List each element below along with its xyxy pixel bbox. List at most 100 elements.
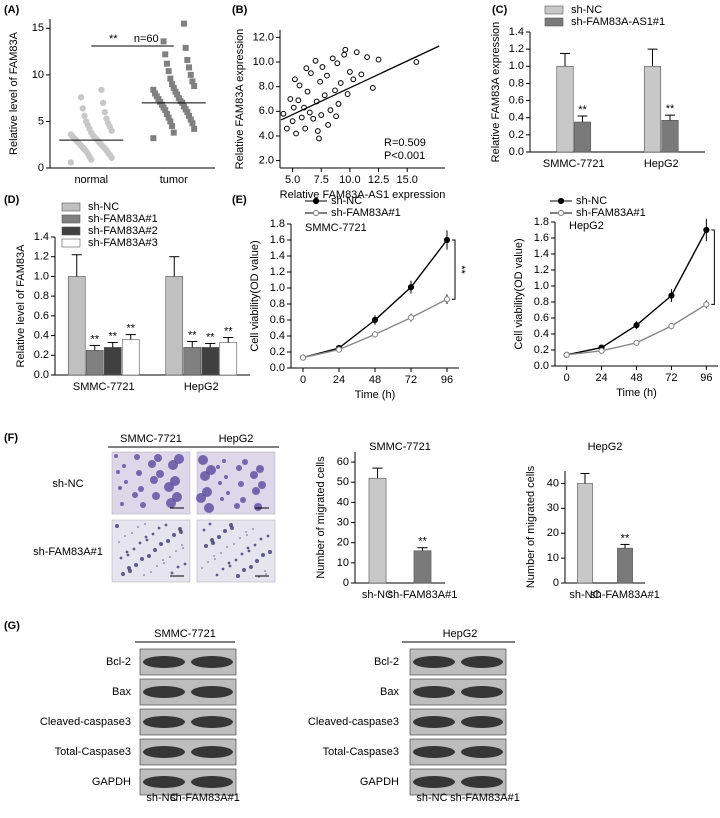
cell — [240, 497, 246, 503]
cell — [246, 546, 250, 550]
cell — [127, 566, 131, 570]
cell — [138, 541, 142, 545]
row-label: sh-NC — [52, 478, 83, 490]
cell — [253, 543, 257, 547]
panel-label: (F) — [4, 432, 18, 444]
blot-band — [413, 746, 455, 758]
data-point — [563, 351, 570, 358]
significance: ** — [109, 33, 118, 45]
cell — [175, 550, 177, 552]
cell — [154, 454, 162, 462]
cell — [125, 550, 129, 554]
data-point — [314, 128, 321, 134]
data-point — [170, 84, 177, 91]
cell — [258, 481, 266, 489]
data-point — [334, 60, 341, 67]
data-point — [310, 115, 317, 122]
x-tick-label: sh-FAM83A#1 — [388, 589, 458, 601]
x-tick-label: 72 — [665, 372, 677, 384]
data-point — [191, 83, 198, 90]
data-point — [316, 135, 322, 142]
data-point — [668, 322, 675, 330]
legend-label: sh-FAM83A-AS1#1 — [571, 16, 665, 28]
legend-label: sh-FAM83A#2 — [88, 225, 158, 237]
data-point — [308, 70, 314, 77]
blot-band — [413, 716, 455, 728]
data-point — [187, 116, 194, 123]
protein-label: Cleaved-caspase3 — [40, 716, 131, 728]
data-point — [150, 135, 157, 142]
data-point — [341, 51, 348, 58]
micrograph — [196, 519, 276, 583]
trend-line — [280, 45, 440, 121]
x-axis-label: Relative FAM83A-AS1 expression — [280, 189, 446, 201]
data-point — [332, 87, 338, 94]
x-tick-label: 0 — [300, 374, 306, 386]
cell — [162, 559, 164, 561]
legend-label: sh-NC — [576, 195, 607, 207]
lane-label: sh-FAM83A#1 — [450, 792, 520, 804]
bar — [67, 276, 86, 376]
cell — [252, 528, 254, 530]
data-point — [172, 88, 179, 95]
y-tick-label: 0.2 — [509, 129, 524, 141]
y-tick-label: 0.0 — [534, 360, 549, 372]
y-tick-label: 5 — [38, 115, 44, 127]
blot-band — [191, 746, 233, 758]
cell — [170, 476, 180, 486]
cell — [152, 492, 160, 500]
data-point — [413, 59, 420, 65]
cell — [198, 455, 208, 465]
y-tick-label: 0 — [553, 577, 559, 589]
data-point — [318, 112, 325, 118]
data-point — [327, 107, 334, 113]
data-point — [358, 71, 365, 78]
cell — [204, 503, 214, 513]
data-point — [443, 296, 451, 303]
data-point — [703, 301, 710, 308]
blot-band — [143, 776, 185, 788]
cell — [227, 561, 231, 565]
protein-label: Total-Caspase3 — [55, 746, 131, 758]
cell — [115, 524, 119, 528]
bar — [103, 347, 122, 376]
y-tick-label: 1.0 — [270, 282, 285, 294]
cell — [176, 565, 180, 569]
chart-subtitle: SMMC-7721 — [305, 222, 367, 234]
data-point — [329, 55, 336, 62]
cell — [234, 558, 238, 562]
x-tick-label: SMMC-7721 — [73, 381, 135, 393]
cell — [183, 562, 187, 566]
cell — [254, 503, 262, 511]
cell — [207, 561, 209, 563]
cell — [182, 547, 184, 549]
x-tick-label: sh-NC — [362, 589, 393, 601]
y-axis-label: Cell viability(OD value) — [249, 240, 261, 351]
data-point — [82, 118, 90, 125]
bar — [165, 276, 184, 376]
significance: ** — [126, 322, 135, 334]
data-point — [103, 115, 110, 122]
bar — [201, 347, 220, 376]
data-point — [350, 76, 357, 83]
bar — [573, 121, 592, 153]
y-tick-label: 10 — [547, 552, 559, 564]
cell — [220, 552, 222, 554]
data-point — [598, 347, 605, 354]
cell — [119, 556, 123, 560]
cell — [221, 567, 225, 571]
data-point — [167, 75, 174, 82]
data-point — [186, 64, 193, 71]
legend-swatch — [61, 226, 81, 236]
data-point — [342, 46, 349, 53]
y-tick-label: 0.0 — [509, 146, 524, 158]
cell — [126, 553, 130, 557]
data-point — [175, 95, 182, 102]
cell — [256, 465, 264, 473]
data-point — [81, 112, 88, 120]
cell — [116, 470, 120, 474]
legend-label: sh-FAM83A#1 — [331, 207, 401, 219]
data-point — [353, 49, 360, 56]
protein-label: Bcl-2 — [374, 656, 399, 668]
cell — [228, 564, 232, 568]
